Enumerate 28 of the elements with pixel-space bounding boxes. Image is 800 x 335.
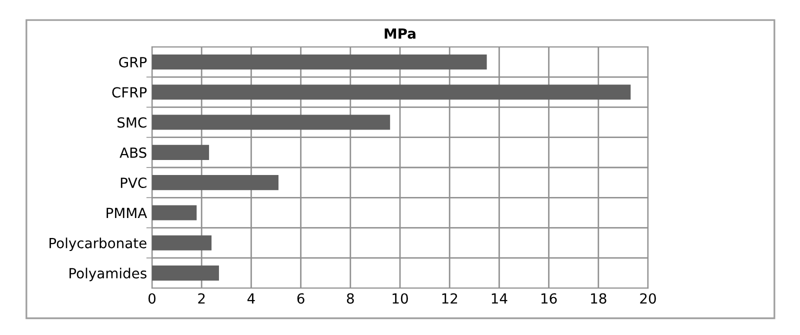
y-tick-label: ABS — [120, 147, 146, 158]
x-tick-label: 12 — [442, 293, 458, 304]
y-tick-label: PVC — [120, 178, 146, 188]
x-tick-label: 18 — [591, 293, 606, 304]
bar — [152, 84, 631, 100]
x-tick-label: 10 — [392, 293, 408, 304]
y-tick-label: Polycarbonate — [50, 238, 146, 252]
bar — [152, 114, 390, 130]
bar — [152, 54, 487, 70]
x-tick-label: 14 — [492, 293, 508, 304]
x-tick-label: 8 — [346, 293, 354, 304]
x-tick-label: 16 — [541, 293, 557, 304]
y-tick-label: PMMA — [106, 208, 148, 218]
x-tick-label: 2 — [198, 293, 205, 304]
y-tick-label: GRP — [119, 56, 147, 68]
x-tick-label: 4 — [247, 293, 255, 304]
y-tick-label: SMC — [118, 117, 146, 128]
x-tick-label: 20 — [640, 293, 656, 304]
bar — [152, 144, 210, 160]
y-tick-label: CFRP — [112, 87, 147, 98]
y-tick-label: Polyamides — [70, 268, 146, 282]
bar — [152, 235, 212, 250]
x-tick-label: 0 — [148, 293, 156, 304]
x-tick-label: 6 — [297, 293, 304, 304]
chart-title: MPa — [384, 28, 416, 39]
bar — [152, 205, 197, 220]
bar — [152, 175, 278, 190]
bar — [152, 265, 219, 281]
